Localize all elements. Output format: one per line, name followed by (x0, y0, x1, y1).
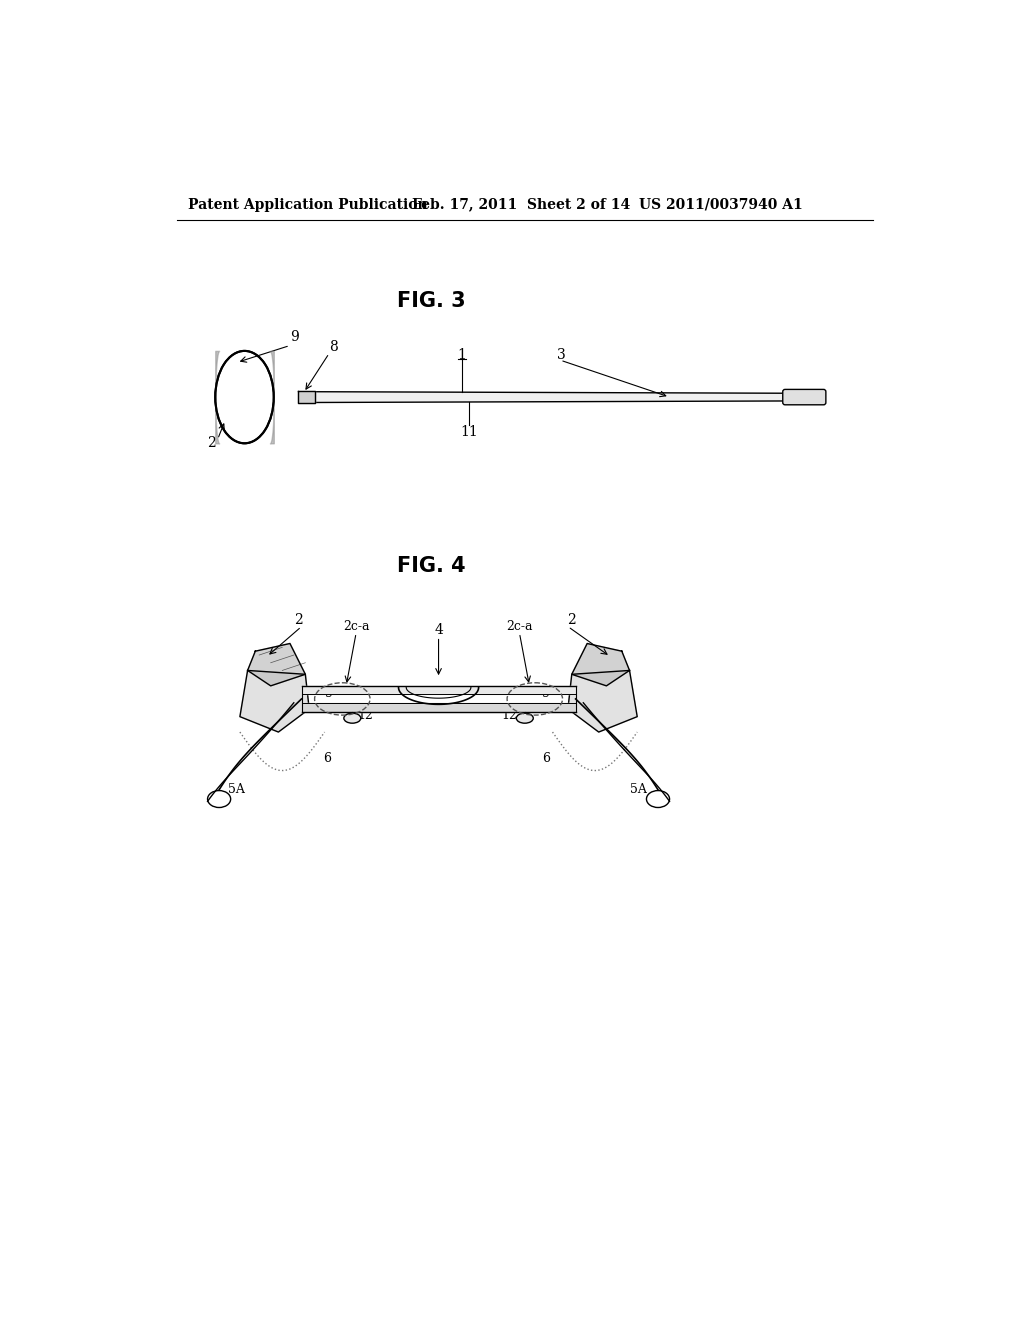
Text: 12: 12 (502, 709, 517, 722)
Text: FIG. 3: FIG. 3 (396, 290, 465, 310)
Text: Feb. 17, 2011  Sheet 2 of 14: Feb. 17, 2011 Sheet 2 of 14 (412, 198, 630, 211)
Polygon shape (298, 391, 314, 404)
Text: 4: 4 (434, 623, 443, 638)
Text: 2: 2 (207, 437, 216, 450)
Polygon shape (240, 671, 309, 733)
Ellipse shape (344, 713, 360, 723)
Ellipse shape (215, 351, 273, 444)
Text: 11: 11 (461, 425, 478, 438)
Text: Patent Application Publication: Patent Application Publication (188, 198, 428, 211)
Polygon shape (568, 671, 637, 733)
Text: 5A: 5A (631, 783, 647, 796)
Text: 8: 8 (329, 341, 338, 354)
Text: 3: 3 (557, 347, 566, 362)
Text: 6: 6 (543, 752, 550, 766)
Polygon shape (571, 644, 630, 686)
Text: 5A: 5A (228, 783, 246, 796)
Text: FIG. 4: FIG. 4 (396, 557, 465, 577)
Polygon shape (301, 686, 575, 693)
Text: 1: 1 (458, 347, 466, 362)
Text: 2: 2 (294, 614, 303, 627)
Text: 5: 5 (543, 686, 550, 700)
Text: 5: 5 (326, 686, 333, 700)
Text: 2c-a: 2c-a (506, 620, 532, 634)
Text: 6: 6 (323, 752, 331, 766)
Text: US 2011/0037940 A1: US 2011/0037940 A1 (639, 198, 803, 211)
Polygon shape (248, 644, 305, 686)
Polygon shape (311, 392, 788, 403)
Ellipse shape (516, 713, 534, 723)
Text: 9: 9 (290, 330, 299, 345)
FancyBboxPatch shape (782, 389, 826, 405)
Polygon shape (301, 702, 575, 711)
Text: 2: 2 (566, 614, 575, 627)
Text: 2c-a: 2c-a (343, 620, 370, 634)
Text: 12: 12 (357, 709, 374, 722)
